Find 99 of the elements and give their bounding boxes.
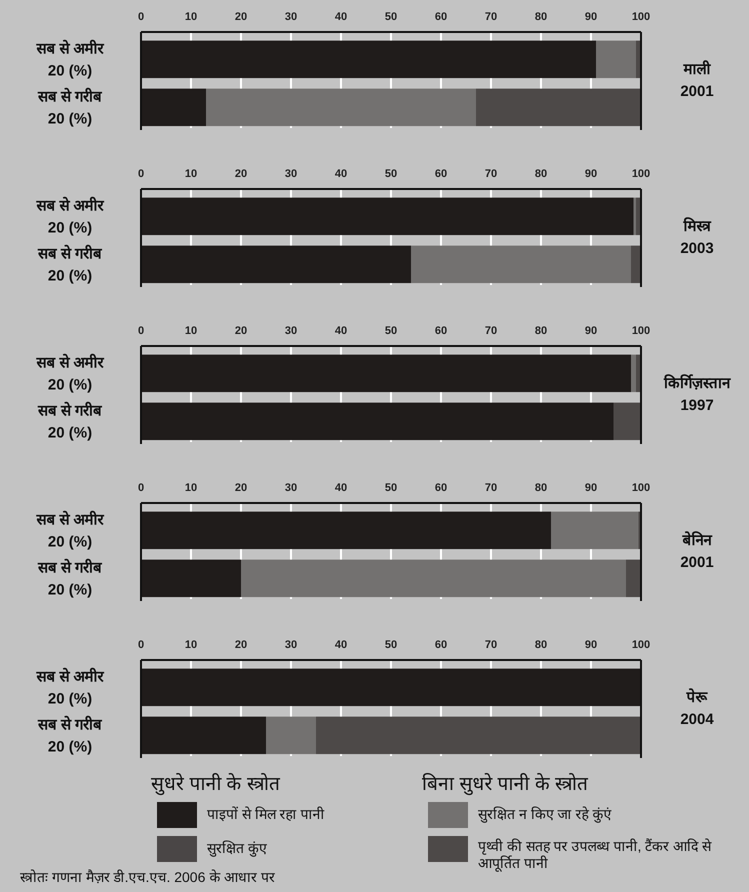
bar	[551, 512, 638, 550]
bar	[141, 512, 551, 550]
x-tick-label: 40	[334, 11, 348, 23]
x-tick-label: 80	[534, 482, 548, 494]
x-tick-label: 90	[584, 168, 598, 180]
y-tick-label: सब से अमीर 20 (%)	[35, 667, 105, 708]
x-tick-label: 0	[138, 639, 144, 651]
x-tick-label: 30	[284, 639, 298, 651]
legend-label: सुरक्षित कुंए	[207, 840, 267, 857]
bar	[411, 246, 631, 284]
y-tick-label: सब से गरीब 20 (%)	[36, 401, 104, 442]
x-tick-label: 30	[284, 11, 298, 23]
bar	[141, 668, 641, 706]
x-tick-label: 30	[284, 168, 298, 180]
bar	[141, 716, 266, 754]
y-tick-label: सब से गरीब 20 (%)	[36, 715, 104, 756]
y2-axis-title: माली 2001	[680, 60, 714, 100]
x-tick-label: 60	[434, 325, 448, 337]
text: सुधरे पानी के स्त्रोत	[151, 772, 281, 796]
legend-label: पाइपों से मिल रहा पानी	[207, 806, 325, 822]
x-tick-label: 80	[534, 325, 548, 337]
y2-axis-title: मिस्त्र 2003	[680, 217, 714, 257]
x-tick-label: 40	[334, 325, 348, 337]
x-tick-label: 10	[184, 11, 198, 23]
x-tick-label: 40	[334, 482, 348, 494]
x-tick-label: 20	[234, 168, 248, 180]
x-tick-label: 50	[384, 482, 398, 494]
bar	[141, 354, 631, 392]
y-tick-label: सब से अमीर 20 (%)	[35, 353, 105, 394]
x-tick-label: 70	[484, 325, 498, 337]
x-tick-label: 60	[434, 11, 448, 23]
bar	[631, 354, 636, 392]
bar	[141, 246, 411, 284]
x-tick-label: 70	[484, 482, 498, 494]
bar	[266, 716, 316, 754]
y2-axis-title: किर्गिज़स्तान 1997	[663, 374, 731, 414]
bar	[141, 40, 596, 78]
x-tick-label: 80	[534, 11, 548, 23]
y-tick-label: सब से अमीर 20 (%)	[35, 510, 105, 550]
y-tick-label: सब से गरीब 20 (%)	[36, 87, 104, 128]
x-tick-label: 60	[434, 482, 448, 494]
x-tick-label: 90	[584, 325, 598, 337]
x-tick-label: 10	[184, 482, 198, 494]
text: बिना सुधरे पानी के स्त्रोत	[422, 772, 590, 796]
x-tick-label: 20	[234, 11, 248, 23]
x-tick-label: 10	[184, 168, 198, 180]
bar	[141, 88, 206, 126]
bar	[631, 246, 641, 284]
x-tick-label: 100	[632, 325, 650, 337]
x-tick-label: 50	[384, 639, 398, 651]
y-tick-label: सब से अमीर 20 (%)	[35, 39, 105, 80]
x-tick-label: 50	[384, 325, 398, 337]
y2-axis-title: बेनिन 2001	[680, 531, 714, 571]
x-tick-label: 20	[234, 482, 248, 494]
bar	[476, 88, 641, 126]
text: स्त्रोतः गणना मैज़र डी.एच.एच. 2006 के आधार पर	[20, 869, 276, 885]
x-tick-label: 10	[184, 639, 198, 651]
x-tick-label: 80	[534, 168, 548, 180]
x-tick-label: 40	[334, 639, 348, 651]
x-tick-label: 90	[584, 482, 598, 494]
x-tick-label: 0	[138, 325, 144, 337]
x-tick-label: 0	[138, 482, 144, 494]
x-tick-label: 70	[484, 168, 498, 180]
bar	[626, 560, 641, 598]
y2-axis-title: पेरू 2004	[680, 688, 714, 728]
x-tick-label: 0	[138, 168, 144, 180]
x-tick-label: 10	[184, 325, 198, 337]
bar	[141, 402, 614, 440]
x-tick-label: 100	[632, 168, 650, 180]
bar	[141, 198, 634, 236]
legend-label: सुरक्षित न किए जा रहे कुंएं	[478, 806, 612, 823]
x-tick-label: 30	[284, 482, 298, 494]
x-tick-label: 30	[284, 325, 298, 337]
x-tick-label: 100	[632, 11, 650, 23]
bar	[614, 402, 641, 440]
x-tick-label: 80	[534, 639, 548, 651]
y-tick-label: सब से गरीब 20 (%)	[36, 558, 104, 598]
x-tick-label: 90	[584, 11, 598, 23]
x-tick-label: 20	[234, 639, 248, 651]
x-tick-label: 50	[384, 11, 398, 23]
bar	[206, 88, 476, 126]
x-tick-label: 70	[484, 639, 498, 651]
x-tick-label: 100	[632, 639, 650, 651]
y-tick-label: सब से गरीब 20 (%)	[36, 244, 104, 284]
bar	[316, 716, 641, 754]
x-tick-label: 60	[434, 639, 448, 651]
x-tick-label: 20	[234, 325, 248, 337]
y-tick-label: सब से अमीर 20 (%)	[35, 196, 105, 236]
bar	[141, 560, 241, 598]
x-tick-label: 50	[384, 168, 398, 180]
x-tick-label: 0	[138, 11, 144, 23]
bar	[241, 560, 626, 598]
x-tick-label: 90	[584, 639, 598, 651]
bar	[596, 40, 636, 78]
legend-label: पृथ्वी की सतह पर उपलब्ध पानी, टैंकर आदि से आपूर्तित पानी	[478, 838, 712, 872]
x-tick-label: 70	[484, 11, 498, 23]
x-tick-label: 60	[434, 168, 448, 180]
x-tick-label: 100	[632, 482, 650, 494]
x-tick-label: 40	[334, 168, 348, 180]
